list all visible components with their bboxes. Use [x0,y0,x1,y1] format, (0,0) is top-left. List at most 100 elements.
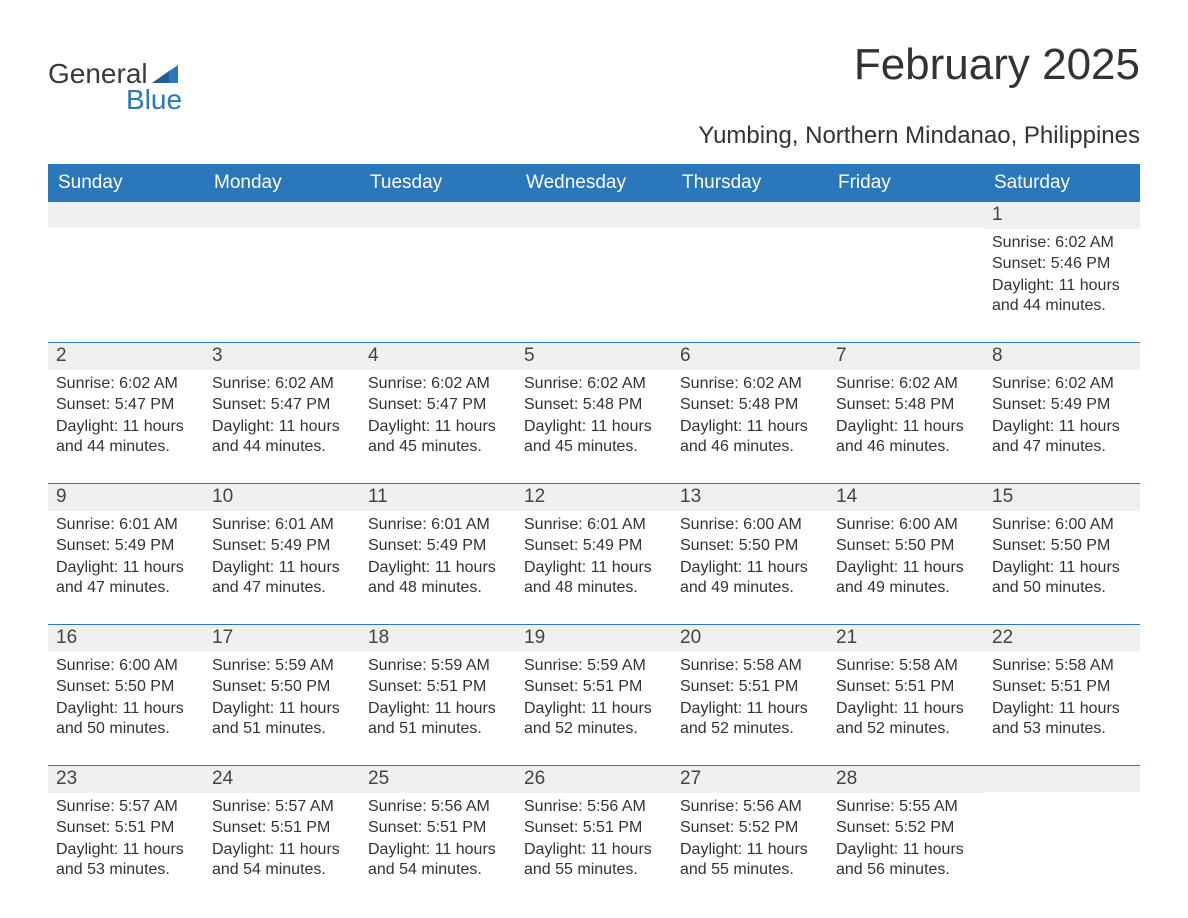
day-number: 25 [360,766,516,793]
flag-icon [152,65,178,83]
day-content: Sunrise: 6:02 AMSunset: 5:48 PMDaylight:… [828,370,984,458]
sunrise-text: Sunrise: 5:56 AM [368,797,508,817]
day-number: 10 [204,484,360,511]
sunset-text: Sunset: 5:50 PM [56,677,196,697]
sunset-text: Sunset: 5:49 PM [992,395,1132,415]
day-number: 2 [48,343,204,370]
day-content: Sunrise: 6:00 AMSunset: 5:50 PMDaylight:… [828,511,984,599]
sunset-text: Sunset: 5:51 PM [992,677,1132,697]
day-cell: 5Sunrise: 6:02 AMSunset: 5:48 PMDaylight… [516,343,672,483]
day-content: Sunrise: 6:01 AMSunset: 5:49 PMDaylight:… [516,511,672,599]
sunrise-text: Sunrise: 5:59 AM [368,656,508,676]
daylight-text: Daylight: 11 hours and 52 minutes. [680,699,820,740]
page-title: February 2025 [854,40,1140,90]
sunset-text: Sunset: 5:51 PM [836,677,976,697]
daylight-text: Daylight: 11 hours and 44 minutes. [212,417,352,458]
daylight-text: Daylight: 11 hours and 46 minutes. [680,417,820,458]
day-cell: 25Sunrise: 5:56 AMSunset: 5:51 PMDayligh… [360,766,516,906]
day-cell [672,202,828,342]
weekday-friday: Friday [828,166,984,201]
daylight-text: Daylight: 11 hours and 45 minutes. [368,417,508,458]
day-content: Sunrise: 6:02 AMSunset: 5:49 PMDaylight:… [984,370,1140,458]
day-number: 9 [48,484,204,511]
weekday-sunday: Sunday [48,166,204,201]
sunset-text: Sunset: 5:51 PM [212,818,352,838]
day-cell: 17Sunrise: 5:59 AMSunset: 5:50 PMDayligh… [204,625,360,765]
day-number: 18 [360,625,516,652]
day-cell: 13Sunrise: 6:00 AMSunset: 5:50 PMDayligh… [672,484,828,624]
day-content: Sunrise: 5:59 AMSunset: 5:51 PMDaylight:… [516,652,672,740]
day-content: Sunrise: 6:02 AMSunset: 5:48 PMDaylight:… [672,370,828,458]
week-row: 1Sunrise: 6:02 AMSunset: 5:46 PMDaylight… [48,201,1140,342]
day-number: 14 [828,484,984,511]
day-content: Sunrise: 5:58 AMSunset: 5:51 PMDaylight:… [828,652,984,740]
daylight-text: Daylight: 11 hours and 50 minutes. [56,699,196,740]
sunset-text: Sunset: 5:51 PM [368,818,508,838]
day-content: Sunrise: 5:57 AMSunset: 5:51 PMDaylight:… [48,793,204,881]
day-number: 26 [516,766,672,793]
sunrise-text: Sunrise: 6:02 AM [56,374,196,394]
sunset-text: Sunset: 5:47 PM [368,395,508,415]
sunrise-text: Sunrise: 6:02 AM [680,374,820,394]
day-content: Sunrise: 5:59 AMSunset: 5:50 PMDaylight:… [204,652,360,740]
daylight-text: Daylight: 11 hours and 47 minutes. [212,558,352,599]
sunset-text: Sunset: 5:51 PM [368,677,508,697]
logo: General Blue [48,58,182,116]
sunset-text: Sunset: 5:46 PM [992,254,1132,274]
day-content: Sunrise: 5:58 AMSunset: 5:51 PMDaylight:… [984,652,1140,740]
sunset-text: Sunset: 5:49 PM [212,536,352,556]
daylight-text: Daylight: 11 hours and 55 minutes. [680,840,820,881]
sunrise-text: Sunrise: 5:57 AM [56,797,196,817]
day-content: Sunrise: 6:01 AMSunset: 5:49 PMDaylight:… [360,511,516,599]
day-cell: 8Sunrise: 6:02 AMSunset: 5:49 PMDaylight… [984,343,1140,483]
week-row: 9Sunrise: 6:01 AMSunset: 5:49 PMDaylight… [48,483,1140,624]
day-cell: 22Sunrise: 5:58 AMSunset: 5:51 PMDayligh… [984,625,1140,765]
sunrise-text: Sunrise: 5:58 AM [836,656,976,676]
day-cell: 12Sunrise: 6:01 AMSunset: 5:49 PMDayligh… [516,484,672,624]
sunset-text: Sunset: 5:47 PM [212,395,352,415]
daylight-text: Daylight: 11 hours and 46 minutes. [836,417,976,458]
day-cell [516,202,672,342]
day-cell: 19Sunrise: 5:59 AMSunset: 5:51 PMDayligh… [516,625,672,765]
sunrise-text: Sunrise: 5:56 AM [680,797,820,817]
sunrise-text: Sunrise: 5:57 AM [212,797,352,817]
sunrise-text: Sunrise: 6:01 AM [368,515,508,535]
day-number: 7 [828,343,984,370]
day-content: Sunrise: 6:02 AMSunset: 5:46 PMDaylight:… [984,229,1140,317]
day-content: Sunrise: 5:58 AMSunset: 5:51 PMDaylight:… [672,652,828,740]
day-number: 16 [48,625,204,652]
header: General Blue February 2025 [48,40,1140,116]
day-number [984,766,1140,792]
daylight-text: Daylight: 11 hours and 49 minutes. [680,558,820,599]
sunset-text: Sunset: 5:49 PM [56,536,196,556]
logo-text-blue: Blue [126,84,182,116]
sunrise-text: Sunrise: 6:01 AM [212,515,352,535]
day-number: 21 [828,625,984,652]
sunset-text: Sunset: 5:49 PM [368,536,508,556]
day-number [48,202,204,228]
day-content: Sunrise: 6:01 AMSunset: 5:49 PMDaylight:… [204,511,360,599]
day-cell: 28Sunrise: 5:55 AMSunset: 5:52 PMDayligh… [828,766,984,906]
day-content: Sunrise: 5:56 AMSunset: 5:51 PMDaylight:… [360,793,516,881]
sunrise-text: Sunrise: 6:02 AM [368,374,508,394]
day-number: 17 [204,625,360,652]
sunrise-text: Sunrise: 5:59 AM [212,656,352,676]
day-content: Sunrise: 6:02 AMSunset: 5:47 PMDaylight:… [204,370,360,458]
sunrise-text: Sunrise: 6:00 AM [680,515,820,535]
daylight-text: Daylight: 11 hours and 49 minutes. [836,558,976,599]
weekday-thursday: Thursday [672,166,828,201]
day-cell [828,202,984,342]
sunrise-text: Sunrise: 5:56 AM [524,797,664,817]
day-cell: 20Sunrise: 5:58 AMSunset: 5:51 PMDayligh… [672,625,828,765]
sunrise-text: Sunrise: 5:58 AM [992,656,1132,676]
daylight-text: Daylight: 11 hours and 47 minutes. [56,558,196,599]
day-cell: 3Sunrise: 6:02 AMSunset: 5:47 PMDaylight… [204,343,360,483]
sunrise-text: Sunrise: 6:02 AM [836,374,976,394]
day-cell: 24Sunrise: 5:57 AMSunset: 5:51 PMDayligh… [204,766,360,906]
sunset-text: Sunset: 5:51 PM [56,818,196,838]
day-cell: 18Sunrise: 5:59 AMSunset: 5:51 PMDayligh… [360,625,516,765]
day-content: Sunrise: 6:00 AMSunset: 5:50 PMDaylight:… [984,511,1140,599]
day-cell: 2Sunrise: 6:02 AMSunset: 5:47 PMDaylight… [48,343,204,483]
sunset-text: Sunset: 5:50 PM [836,536,976,556]
weekday-wednesday: Wednesday [516,166,672,201]
